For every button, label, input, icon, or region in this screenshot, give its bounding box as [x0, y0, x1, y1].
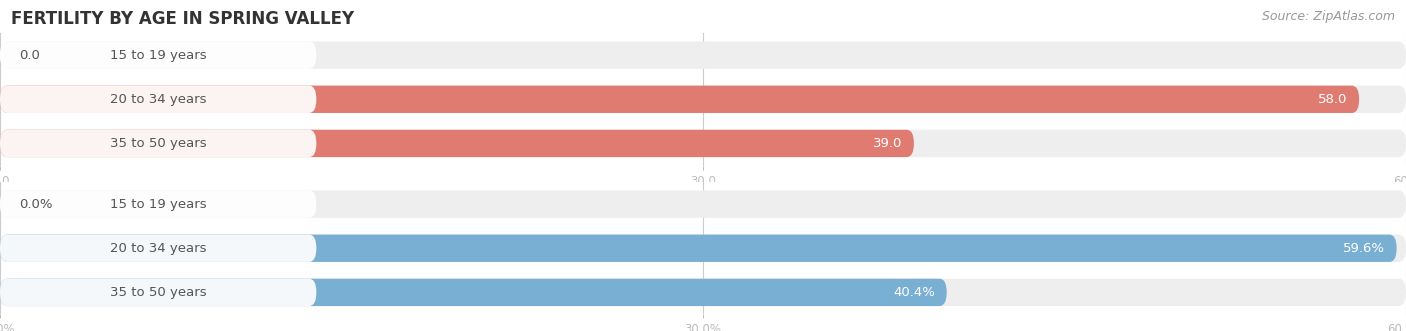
FancyBboxPatch shape [0, 190, 1406, 218]
Text: 59.6%: 59.6% [1343, 242, 1385, 255]
Text: 15 to 19 years: 15 to 19 years [110, 49, 207, 62]
FancyBboxPatch shape [0, 86, 1406, 113]
FancyBboxPatch shape [0, 279, 1406, 306]
FancyBboxPatch shape [0, 41, 316, 69]
FancyBboxPatch shape [0, 41, 1406, 69]
FancyBboxPatch shape [0, 130, 316, 157]
Text: Source: ZipAtlas.com: Source: ZipAtlas.com [1261, 10, 1395, 23]
Text: 35 to 50 years: 35 to 50 years [110, 286, 207, 299]
FancyBboxPatch shape [0, 279, 316, 306]
Text: 35 to 50 years: 35 to 50 years [110, 137, 207, 150]
FancyBboxPatch shape [0, 235, 1396, 262]
FancyBboxPatch shape [0, 279, 946, 306]
Text: 39.0: 39.0 [873, 137, 903, 150]
Text: FERTILITY BY AGE IN SPRING VALLEY: FERTILITY BY AGE IN SPRING VALLEY [11, 10, 354, 28]
Text: 58.0: 58.0 [1317, 93, 1347, 106]
Text: 15 to 19 years: 15 to 19 years [110, 198, 207, 211]
Text: 0.0: 0.0 [18, 49, 39, 62]
FancyBboxPatch shape [0, 86, 1360, 113]
Text: 0.0%: 0.0% [18, 198, 52, 211]
FancyBboxPatch shape [0, 86, 316, 113]
FancyBboxPatch shape [0, 235, 316, 262]
Text: 40.4%: 40.4% [893, 286, 935, 299]
Text: 20 to 34 years: 20 to 34 years [110, 242, 207, 255]
FancyBboxPatch shape [0, 235, 1406, 262]
Text: 20 to 34 years: 20 to 34 years [110, 93, 207, 106]
FancyBboxPatch shape [0, 130, 914, 157]
FancyBboxPatch shape [0, 130, 1406, 157]
FancyBboxPatch shape [0, 190, 316, 218]
